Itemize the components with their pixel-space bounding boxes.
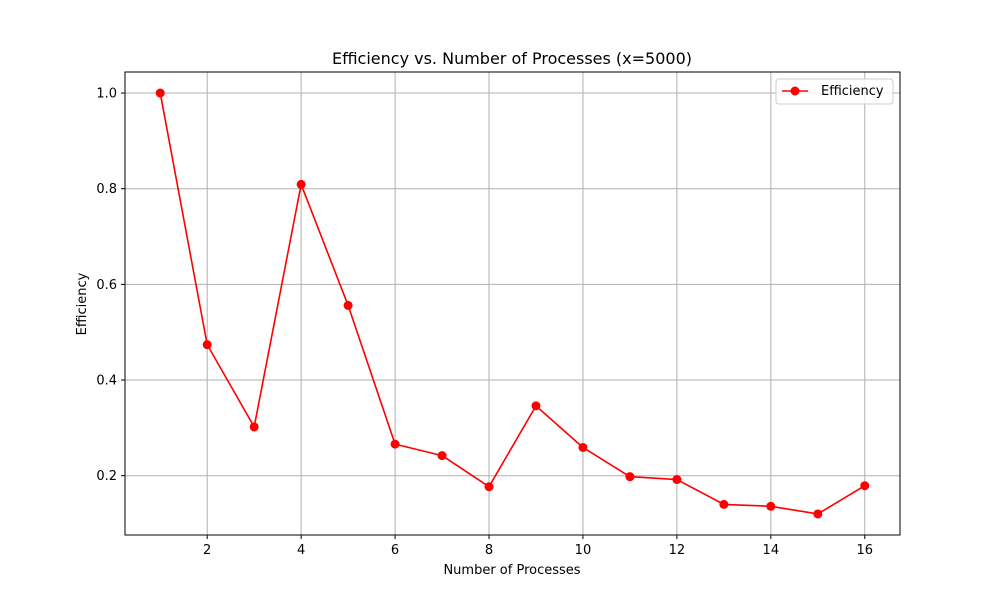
x-tick-label: 16 xyxy=(856,543,873,558)
data-point xyxy=(813,509,823,519)
y-axis-title: Efficiency xyxy=(75,272,90,335)
x-tick-label: 8 xyxy=(485,543,493,558)
data-point xyxy=(860,481,870,491)
x-axis-ticks: 2 4 6 8 10 12 14 16 xyxy=(203,535,873,558)
x-tick-label: 12 xyxy=(669,543,686,558)
data-point xyxy=(625,472,635,482)
data-point xyxy=(719,499,729,509)
y-axis-ticks: 0.2 0.4 0.6 0.8 1.0 xyxy=(96,87,125,484)
x-tick-label: 2 xyxy=(203,543,211,558)
series-line-0 xyxy=(159,92,866,515)
data-point xyxy=(578,442,588,452)
plot-area-frame xyxy=(124,71,901,536)
data-point xyxy=(155,88,165,98)
chart-title: Efficiency vs. Number of Processes (x=50… xyxy=(332,49,692,68)
legend-label: Efficiency xyxy=(821,84,884,99)
data-point xyxy=(343,300,353,310)
y-tick-label: 0.4 xyxy=(96,374,117,389)
data-point xyxy=(531,401,541,411)
data-point xyxy=(766,501,776,511)
data-point xyxy=(202,340,212,350)
x-tick-label: 14 xyxy=(763,543,780,558)
data-point xyxy=(484,482,494,492)
legend-box xyxy=(775,78,894,105)
grid xyxy=(125,72,900,535)
x-tick-label: 10 xyxy=(575,543,592,558)
y-tick-label: 0.8 xyxy=(96,182,117,197)
legend: Efficiency xyxy=(775,78,894,105)
x-axis-title: Number of Processes xyxy=(443,563,580,578)
data-point xyxy=(390,439,400,449)
data-point xyxy=(249,422,259,432)
series-layer xyxy=(155,88,870,519)
y-tick-label: 0.2 xyxy=(96,469,117,484)
y-tick-label: 0.6 xyxy=(96,278,117,293)
x-tick-label: 6 xyxy=(391,543,399,558)
legend-marker-swatch xyxy=(790,86,800,96)
x-tick-label: 4 xyxy=(297,543,305,558)
y-tick-label: 1.0 xyxy=(96,87,117,102)
data-point xyxy=(296,179,306,189)
data-point xyxy=(672,475,682,485)
data-point xyxy=(437,451,447,461)
